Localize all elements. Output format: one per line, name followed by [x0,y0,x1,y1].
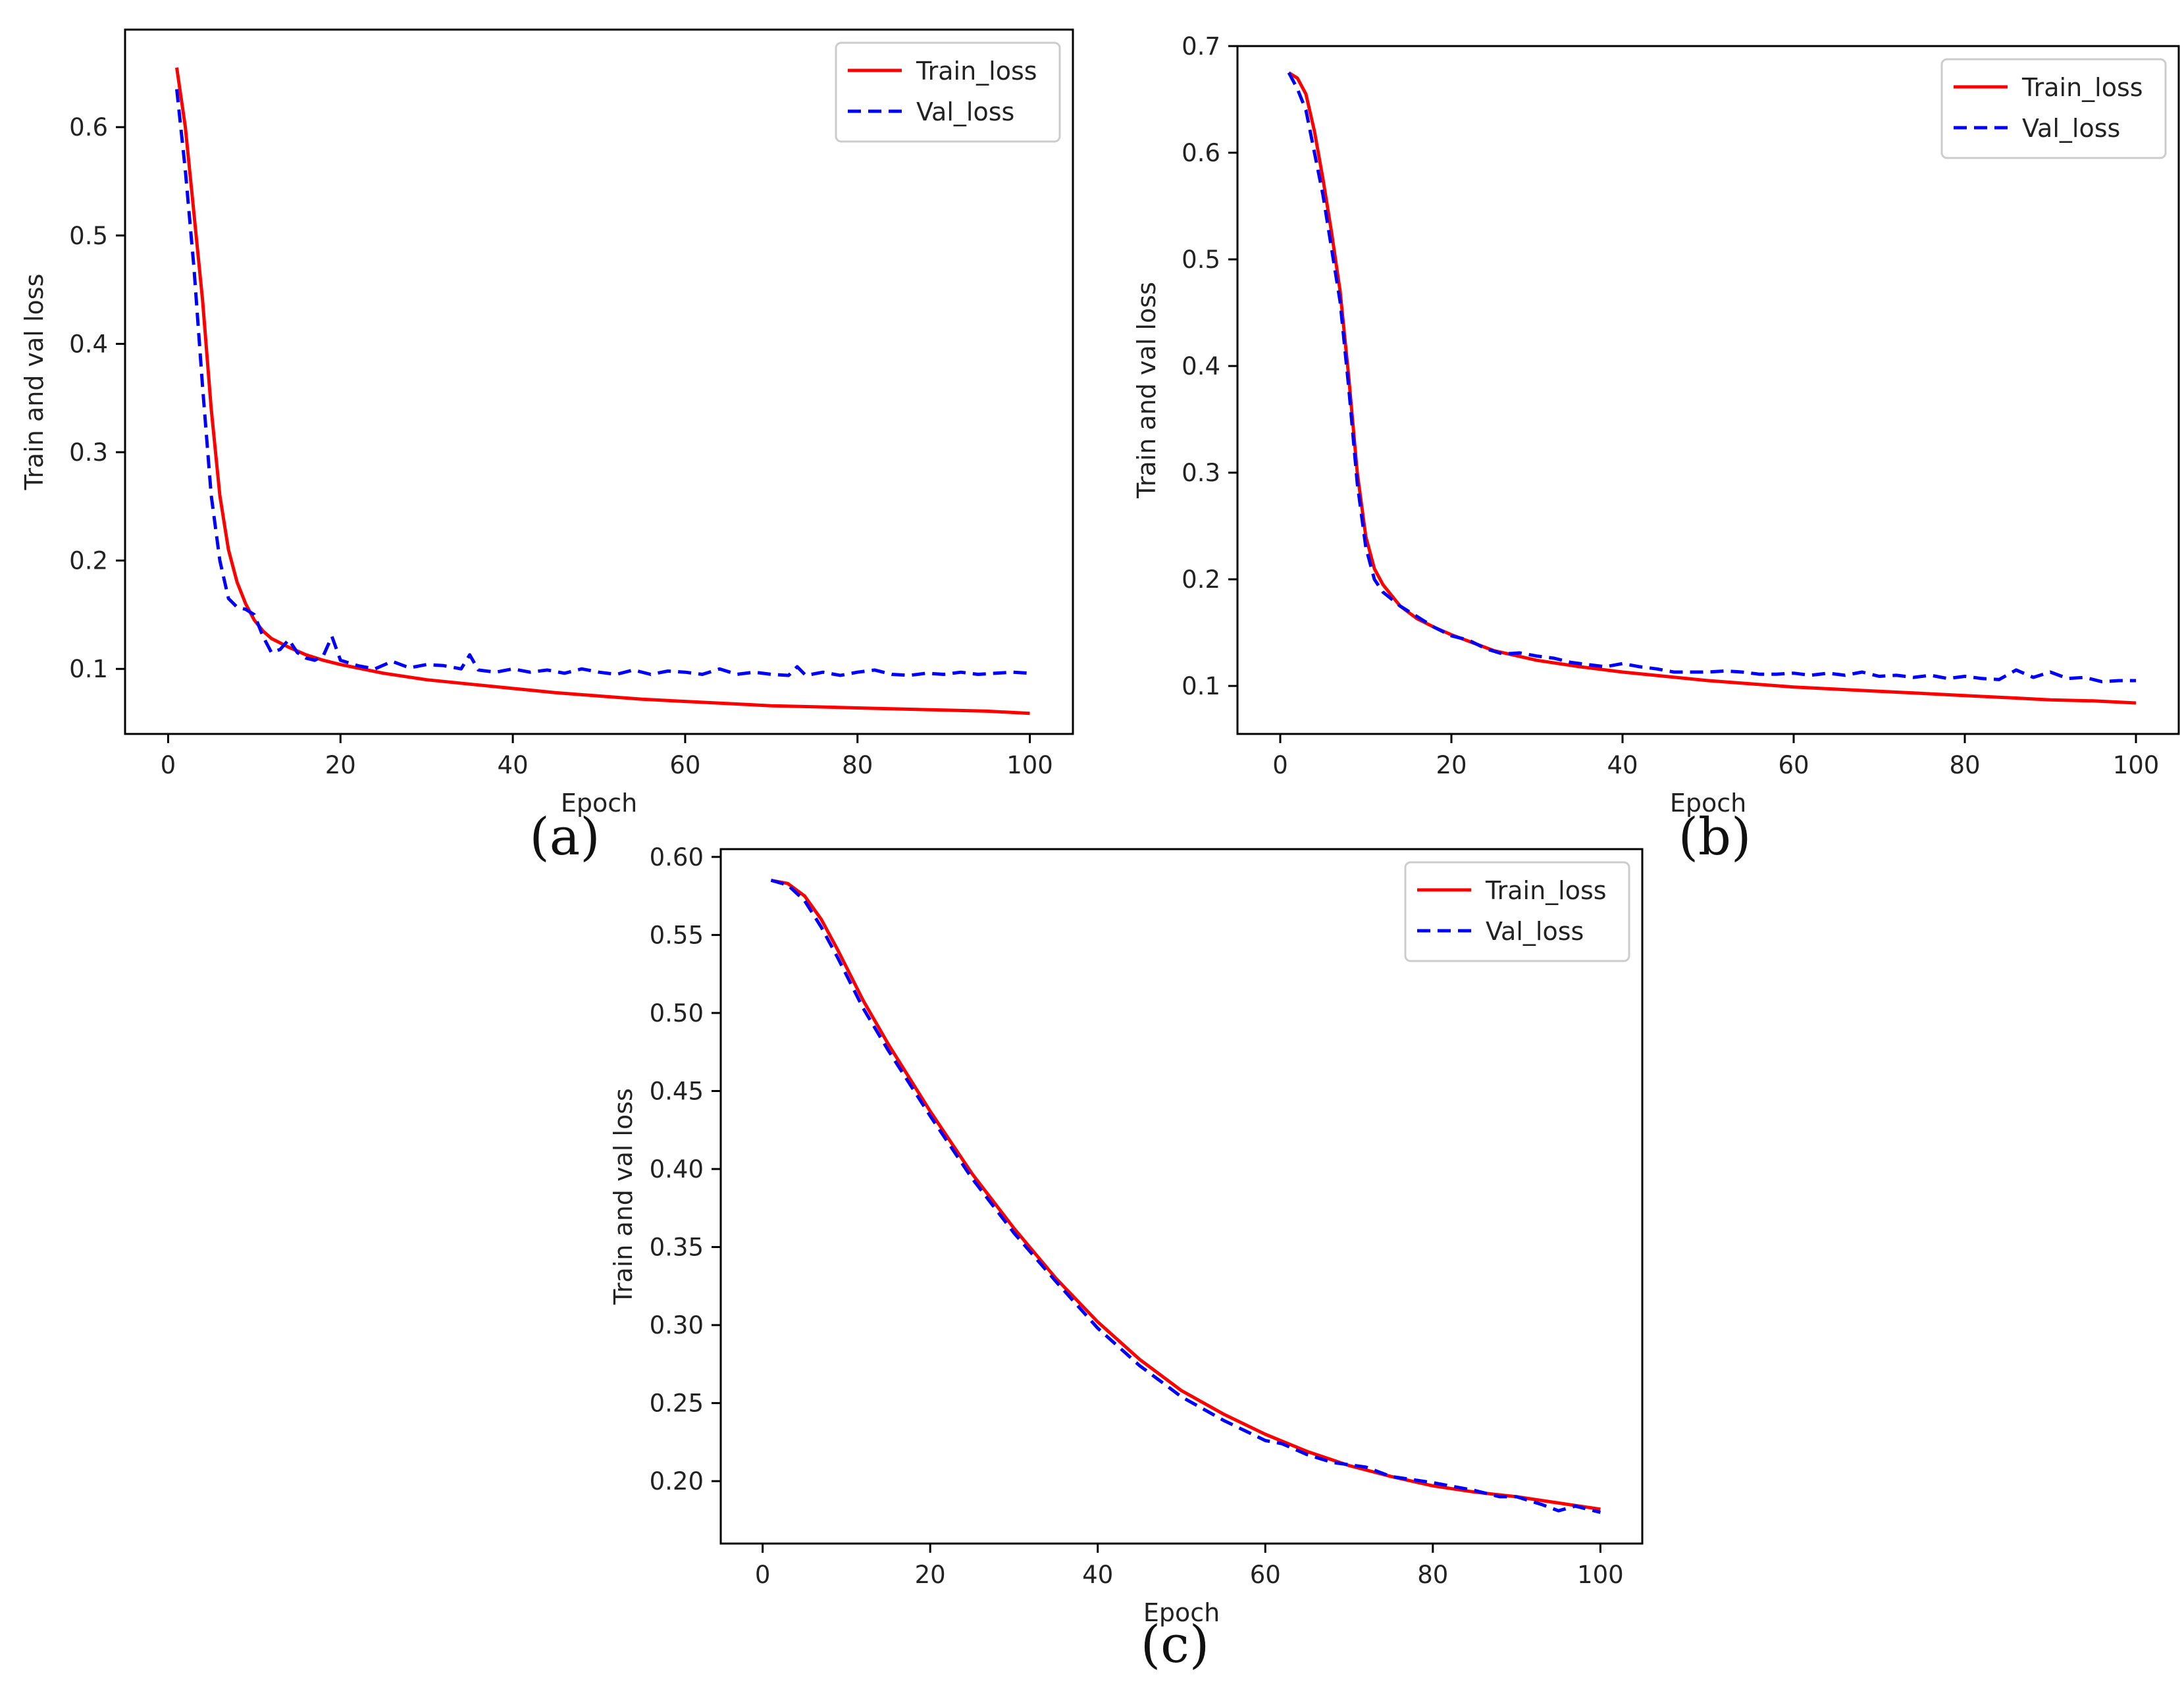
y-axis-label: Train and val loss [609,1088,638,1305]
x-tick-label: 0 [161,751,176,779]
y-tick-label: 0.45 [650,1077,704,1105]
y-tick-label: 0.5 [69,222,108,250]
x-tick-label: 40 [1082,1561,1113,1589]
series-line-train-loss [770,878,1601,1511]
y-tick-label: 0.4 [69,330,108,358]
y-axis-label: Train and val loss [1132,282,1161,499]
x-tick-label: 40 [498,751,529,779]
y-tick-label: 0.50 [650,999,704,1028]
y-tick-label: 0.2 [1182,565,1220,594]
y-tick-label: 0.5 [1182,246,1220,274]
x-tick-label: 20 [325,751,356,779]
legend: Train_loss Val_loss [835,41,1061,143]
x-axis-label: Epoch [1670,789,1746,818]
y-tick-label: 0.25 [650,1390,704,1418]
series-line-val-loss [770,878,1601,1515]
legend-label-val-loss: Val_loss [1486,917,1584,946]
legend: Train_loss Val_loss [1940,58,2167,159]
legend-box [835,41,1061,143]
x-tick-label: 60 [669,751,700,779]
legend-label-train-loss: Train_loss [2021,73,2143,102]
x-tick-label: 60 [1778,751,1809,779]
axes-frame [124,28,1074,735]
y-tick-label: 0.30 [650,1311,704,1340]
y-tick-label: 0.4 [1182,352,1220,380]
x-axis-label: Epoch [561,789,637,818]
x-tick-label: 40 [1607,751,1638,779]
y-tick-label: 0.7 [1182,32,1220,61]
y-tick-label: 0.35 [650,1234,704,1262]
x-tick-label: 100 [1006,751,1053,779]
charts-layer: 0 20 40 60 80 100 0.1 0.2 0.3 0.4 0.5 0.6 Epoch Train… [20,28,2180,1627]
legend: Train_loss Val_loss [1404,861,1630,962]
chart-a: 0 20 40 60 80 100 0.1 0.2 0.3 0.4 0.5 0.6 Epoch Train… [20,28,1074,818]
series-line-val-loss [175,89,1030,677]
chart-b: 0 20 40 60 80 100 0.1 0.2 0.3 0.4 0.5 0.6 0.7 Epoch Tr… [1132,32,2180,818]
x-tick-label: 100 [2113,751,2160,779]
x-tick-label: 80 [1949,751,1980,779]
y-tick-label: 0.6 [1182,139,1220,167]
y-tick-label: 0.20 [650,1467,704,1496]
y-tick-label: 0.3 [1182,459,1220,487]
series-line-val-loss [1287,72,2136,684]
y-tick-label: 0.3 [69,438,108,467]
panel-label-b: (b) [1678,808,1752,867]
legend-label-train-loss: Train_loss [916,57,1037,86]
x-tick-label: 0 [755,1561,771,1589]
axes-frame [719,848,1644,1545]
y-tick-label: 0.60 [650,843,704,872]
legend-label-train-loss: Train_loss [1485,876,1607,905]
x-tick-label: 0 [1272,751,1288,779]
x-tick-label: 80 [842,751,873,779]
y-tick-label: 0.6 [69,113,108,142]
x-tick-label: 20 [1436,751,1467,779]
legend-label-val-loss: Val_loss [916,97,1014,126]
legend-label-val-loss: Val_loss [2022,114,2120,143]
panel-label-c: (c) [1141,1615,1210,1675]
y-tick-label: 0.40 [650,1155,704,1184]
y-tick-label: 0.1 [1182,672,1220,700]
y-axis-label: Train and val loss [20,274,49,491]
y-tick-label: 0.2 [69,547,108,575]
panel-label-a: (a) [529,808,600,867]
y-tick-label: 0.1 [69,655,108,683]
chart-c: 0 20 40 60 80 100 0.20 0.25 0.30 0.35 0.40 0.45 0.50… [609,843,1644,1627]
x-axis-label: Epoch [1143,1598,1220,1627]
y-tick-label: 0.55 [650,921,704,949]
axes-frame [1236,45,2180,735]
x-tick-label: 60 [1250,1561,1281,1589]
legend-box [1940,58,2167,159]
x-tick-label: 80 [1417,1561,1448,1589]
x-tick-label: 20 [915,1561,946,1589]
legend-box [1404,861,1630,962]
series-line-train-loss [175,67,1030,715]
x-tick-label: 100 [1577,1561,1624,1589]
